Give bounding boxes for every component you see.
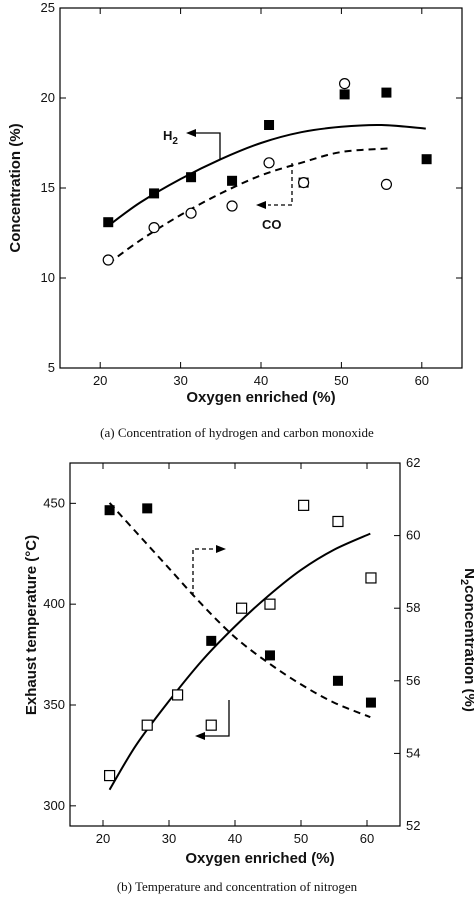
data-point: [103, 769, 116, 782]
chart-b: 20 30 40 50 60 300 350 400 450 52 54 56 58 60 62 Oxy…: [23, 455, 474, 894]
annotation-h2-arrowhead: [186, 129, 196, 137]
fit-curve: [107, 147, 390, 265]
data-point: [171, 689, 184, 701]
chart-b-y2-axis-label: N2concentration (%): [458, 568, 474, 712]
x-tick-label: 60: [415, 373, 429, 388]
data-point: [226, 200, 238, 212]
annotation-right-axis-arrow: [192, 548, 217, 596]
data-point: [149, 188, 160, 199]
data-point: [185, 207, 197, 219]
chart-a-x-axis-label: Oxygen enriched (%): [186, 389, 335, 406]
data-point: [264, 120, 275, 130]
x-tick-label: 50: [294, 831, 308, 846]
data-point: [339, 77, 351, 90]
annotation-co: CO: [256, 163, 293, 232]
chart-a-y-axis-label: Concentration (%): [7, 123, 24, 252]
chart-a-caption: (a) Concentration of hydrogen and carbon…: [100, 425, 374, 440]
data-point: [148, 222, 160, 234]
data-point: [380, 178, 393, 190]
x-tick-label: 40: [228, 831, 242, 846]
y-tick-label: 25: [41, 0, 55, 15]
fit-curve: [107, 123, 426, 227]
fit-curve: [108, 532, 371, 791]
chart-a: 20 30 40 50 60 5 10 15 20 25 Oxygen enriched (%)…: [7, 0, 463, 440]
data-point: [264, 598, 276, 610]
data-point: [332, 515, 344, 528]
data-point: [298, 177, 310, 189]
data-point: [421, 154, 432, 165]
annotation-h2: H2: [163, 128, 221, 160]
x-tick-label: 30: [162, 831, 176, 846]
annotation-right-axis: [192, 545, 226, 596]
data-point: [206, 635, 217, 646]
data-point: [227, 175, 238, 186]
annotation-left-axis-arrow: [204, 700, 230, 737]
y-tick-label: 5: [48, 360, 55, 375]
data-point: [381, 87, 392, 98]
annotation-co-arrow: [268, 163, 293, 206]
data-point: [186, 172, 197, 183]
chart-b-caption: (b) Temperature and concentration of nit…: [117, 879, 358, 894]
y2-tick-label: 56: [406, 673, 420, 688]
data-point: [205, 719, 217, 731]
data-point: [365, 572, 377, 584]
x-tick-label: 20: [93, 373, 107, 388]
y2-tick-label: 62: [406, 455, 420, 470]
data-point: [104, 505, 115, 516]
data-point: [298, 499, 310, 511]
annotation-left-axis: [195, 700, 230, 740]
y2-tick-label: 60: [406, 528, 420, 543]
annotation-h2-label: H2: [163, 128, 178, 147]
y2-tick-label: 58: [406, 600, 420, 615]
data-point: [365, 697, 376, 708]
data-point: [236, 602, 248, 614]
y-tick-label: 300: [43, 798, 65, 813]
x-tick-label: 60: [360, 831, 374, 846]
y2-tick-label: 52: [406, 818, 420, 833]
y-tick-label: 15: [41, 180, 55, 195]
x-tick-label: 50: [334, 373, 348, 388]
annotation-co-arrowhead: [256, 201, 266, 209]
data-point: [263, 157, 275, 169]
chart-b-y-axis-label: Exhaust temperature (°C): [23, 535, 40, 715]
y-tick-label: 10: [41, 270, 55, 285]
y-tick-label: 400: [43, 596, 65, 611]
data-point: [264, 650, 275, 661]
data-point: [103, 217, 114, 228]
chart-b-x-axis-label: Oxygen enriched (%): [185, 850, 334, 867]
chart-a-plot-area: [59, 7, 463, 369]
data-point: [339, 89, 350, 100]
data-point: [141, 719, 153, 731]
annotation-h2-arrow: [196, 132, 221, 160]
x-tick-label: 20: [96, 831, 110, 846]
annotation-co-label: CO: [262, 217, 282, 232]
y-tick-label: 450: [43, 495, 65, 510]
data-point: [332, 675, 343, 686]
x-tick-label: 30: [173, 373, 187, 388]
x-tick-label: 40: [254, 373, 268, 388]
y2-tick-label: 54: [406, 745, 420, 760]
y-tick-label: 350: [43, 697, 65, 712]
y-tick-label: 20: [41, 90, 55, 105]
annotation-left-axis-arrowhead: [195, 732, 205, 740]
data-point: [142, 503, 153, 514]
data-point: [102, 254, 114, 266]
annotation-right-axis-arrowhead: [216, 545, 226, 553]
fit-curve: [108, 502, 371, 719]
